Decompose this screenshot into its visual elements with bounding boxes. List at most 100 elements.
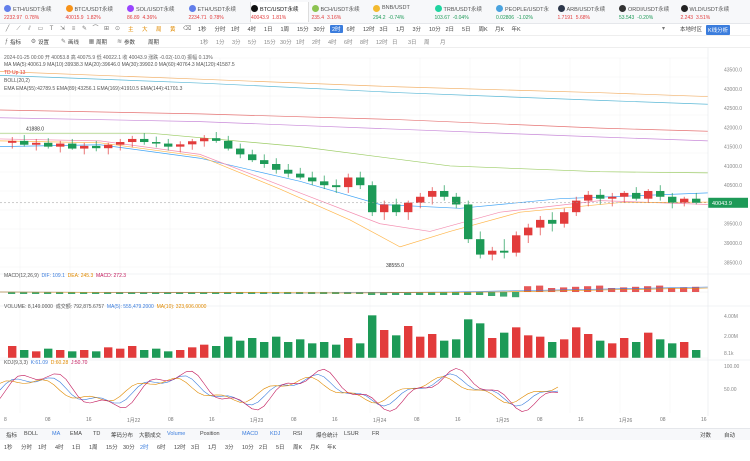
draw-board[interactable]: 局 (156, 27, 162, 33)
timeframe-option[interactable]: 1月 (396, 27, 405, 33)
kline-analysis-button[interactable]: K线分析 (706, 25, 731, 35)
bottom-timeframe-option[interactable]: 30分 (123, 445, 135, 451)
indicator-toggle[interactable]: 大额成交 (139, 433, 162, 439)
indicator-toggle[interactable]: KDJ (270, 431, 281, 437)
delete-tool-icon[interactable]: ⌫ (183, 26, 192, 32)
timeframe-option[interactable]: 15分 (297, 27, 309, 33)
bottom-timeframe-option[interactable]: 1秒 (4, 445, 13, 451)
timeframe-option-2[interactable]: 30分 (280, 40, 292, 46)
ticker-item[interactable]: TRB/USDT永续 103.67 -0.04% (434, 2, 494, 22)
timeframe-option-2[interactable]: 1分 (216, 40, 225, 46)
log-scale-toggle[interactable]: 对数 (700, 433, 712, 439)
indicator-toggle[interactable]: BOLL (24, 431, 39, 437)
timezone-select[interactable]: 本地时区 (680, 27, 703, 33)
timeframe-option[interactable]: 1周 (280, 27, 290, 33)
ticker-item[interactable]: BTC/USDT永续 40015.9 1.82% (65, 2, 125, 22)
text-tool-icon[interactable]: T (49, 26, 54, 32)
compare-button[interactable]: 参数 (124, 40, 136, 46)
timeframe-option[interactable]: 2时 (330, 25, 343, 33)
measure-tool-icon[interactable]: ⇲ (59, 26, 66, 32)
fib-tool-icon[interactable]: ≡ (71, 26, 76, 32)
timeframe-option-2[interactable]: 周 (424, 40, 430, 46)
indicator-toggle[interactable]: FR (372, 431, 380, 437)
bottom-timeframe-option[interactable]: 2日 (259, 445, 268, 451)
chevron-down-icon[interactable]: ▾ (661, 26, 665, 32)
timeframe-option[interactable]: 6时 (346, 27, 356, 33)
indicator-toggle[interactable]: 指标 (6, 433, 18, 439)
indicator-toggle[interactable]: Volume (167, 431, 186, 437)
timeframe-option-2[interactable]: 月 (440, 40, 446, 46)
timeframe-option-2[interactable]: 12时 (376, 40, 388, 46)
timeframe-option[interactable]: 2日 (445, 27, 455, 33)
timeframe-option[interactable]: 4时 (247, 27, 257, 33)
timeframe-option[interactable]: 3日 (379, 27, 389, 33)
ticker-item[interactable]: ETH/USDT永续 2234.71 0.78% (188, 2, 248, 22)
timeframe-option-2[interactable]: 15分 (264, 40, 276, 46)
bottom-timeframe-option[interactable]: 2时 (140, 445, 149, 451)
indicator-toggle[interactable]: MA (52, 431, 61, 437)
timeframe-option[interactable]: 周K (478, 27, 488, 33)
ticker-item[interactable]: BTC/USDT永续 40043.9 1.81% (250, 2, 309, 22)
timeframe-option[interactable]: 1秒 (198, 27, 207, 33)
timeframe-option[interactable]: 3分 (412, 27, 422, 33)
timeframe-option[interactable]: 1时 (231, 27, 240, 33)
brush-tool-icon[interactable]: ✎ (81, 26, 88, 32)
bottom-timeframe-option[interactable]: 12时 (174, 445, 186, 451)
bottom-timeframe-option[interactable]: 分时 (21, 445, 33, 451)
lock-tool-icon[interactable]: ⊞ (103, 26, 110, 32)
bottom-timeframe-option[interactable]: 月K (310, 445, 320, 451)
ray-tool-icon[interactable]: ⟋ (16, 26, 21, 32)
bottom-timeframe-option[interactable]: 1日 (72, 445, 81, 451)
bottom-timeframe-option[interactable]: 6时 (157, 445, 166, 451)
eye-tool-icon[interactable]: ⊙ (114, 26, 121, 32)
timeframe-option[interactable]: 年K (511, 27, 521, 33)
indicator-toggle[interactable]: LSUR (344, 431, 359, 437)
timeframe-option-2[interactable]: 2时 (312, 40, 321, 46)
indicator-toggle[interactable]: TD (93, 431, 101, 437)
ticker-item[interactable]: ETH/USDT永续 2232.97 0.78% (4, 2, 63, 22)
timeframe-option[interactable]: 月K (495, 27, 505, 33)
indicator-toggle[interactable]: 筹码分布 (111, 433, 134, 439)
layout-select[interactable]: 周期 (148, 40, 160, 46)
bottom-timeframe-option[interactable]: 年K (327, 445, 337, 451)
indicator-toggle[interactable]: RSI (293, 431, 303, 437)
bottom-timeframe-option[interactable]: 3日 (191, 445, 200, 451)
indicator-toggle[interactable]: EMA (70, 431, 82, 437)
timeframe-option-2[interactable]: 3分 (232, 40, 241, 46)
timeframe-option[interactable]: 12时 (363, 27, 375, 33)
timeframe-option-2[interactable]: 6时 (344, 40, 353, 46)
timeframe-option-2[interactable]: 5分 (248, 40, 257, 46)
bottom-timeframe-option[interactable]: 1月 (208, 445, 217, 451)
line-tool-icon[interactable]: ╱ (5, 26, 10, 32)
auto-scale-toggle[interactable]: 自动 (724, 433, 736, 439)
bottom-timeframe-option[interactable]: 1时 (38, 445, 47, 451)
indicator-toggle[interactable]: Position (200, 431, 220, 437)
bottom-timeframe-option[interactable]: 5日 (276, 445, 285, 451)
timeframe-option-2[interactable]: 1时 (296, 40, 305, 46)
timeframe-option-2[interactable]: 3日 (408, 40, 417, 46)
bottom-timeframe-option[interactable]: 10分 (242, 445, 254, 451)
ticker-item[interactable]: SOL/USDT永续 86.89 4.36% (127, 2, 186, 22)
ticker-item[interactable]: ARB/USDT永续 1.7191 5.68% (557, 2, 617, 22)
bottom-timeframe-option[interactable]: 4时 (55, 445, 64, 451)
draw-big[interactable]: 大 (142, 27, 148, 33)
bottom-timeframe-option[interactable]: 1周 (89, 445, 98, 451)
timeframe-option[interactable]: 30分 (313, 27, 326, 33)
timeframe-option-2[interactable]: 日 (392, 40, 398, 46)
draw-button[interactable]: 画线 (68, 40, 80, 46)
settings-button[interactable]: 设置 (38, 40, 50, 46)
timeframe-option[interactable]: 10分 (429, 27, 441, 33)
ticker-item[interactable]: PEOPLE/USDT永 0.02806 -1.02% (496, 2, 555, 22)
ticker-item[interactable]: WLD/USDT永续 2.243 3.51% (680, 2, 740, 22)
bottom-timeframe-option[interactable]: 3分 (225, 445, 234, 451)
timeframe-option-2[interactable]: 1秒 (200, 40, 209, 46)
timeframe-option[interactable]: 1日 (264, 27, 273, 33)
bottom-timeframe-option[interactable]: 周K (293, 445, 303, 451)
draw-main[interactable]: 主 (128, 27, 134, 33)
layout-button[interactable]: 周期 (96, 40, 108, 46)
draw-yellow[interactable]: 黄 (170, 27, 176, 33)
indicator-button[interactable]: 指标 (10, 40, 22, 46)
timeframe-option-2[interactable]: 4时 (328, 40, 337, 46)
ticker-item[interactable]: BCH/USDT永续 235.4 3.16% (311, 2, 371, 22)
channel-tool-icon[interactable]: ⫽ (28, 26, 31, 32)
